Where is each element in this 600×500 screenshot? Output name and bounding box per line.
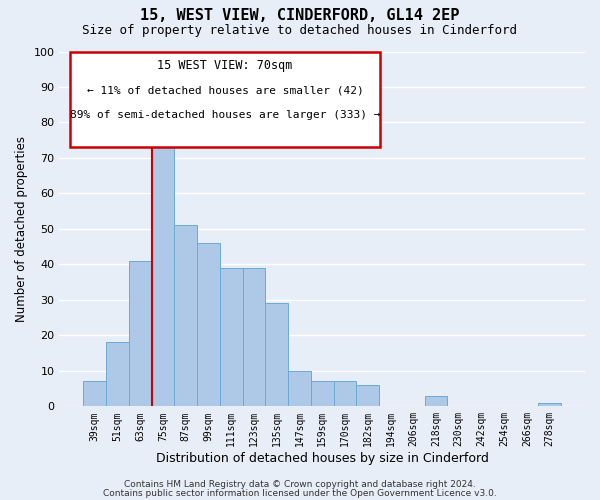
- Text: Contains public sector information licensed under the Open Government Licence v3: Contains public sector information licen…: [103, 488, 497, 498]
- Text: 15, WEST VIEW, CINDERFORD, GL14 2EP: 15, WEST VIEW, CINDERFORD, GL14 2EP: [140, 8, 460, 22]
- Bar: [197, 243, 220, 406]
- Bar: [242, 268, 265, 406]
- Bar: [265, 304, 288, 406]
- Text: ← 11% of detached houses are smaller (42): ← 11% of detached houses are smaller (42…: [86, 85, 364, 95]
- Bar: [538, 403, 561, 406]
- Bar: [220, 268, 242, 406]
- X-axis label: Distribution of detached houses by size in Cinderford: Distribution of detached houses by size …: [156, 452, 488, 465]
- Bar: [83, 382, 106, 406]
- Y-axis label: Number of detached properties: Number of detached properties: [15, 136, 28, 322]
- Text: Size of property relative to detached houses in Cinderford: Size of property relative to detached ho…: [83, 24, 517, 37]
- Bar: [175, 226, 197, 406]
- Bar: [106, 342, 129, 406]
- Bar: [288, 371, 311, 406]
- Text: 15 WEST VIEW: 70sqm: 15 WEST VIEW: 70sqm: [157, 58, 293, 71]
- Bar: [334, 382, 356, 406]
- Bar: [129, 261, 152, 406]
- FancyBboxPatch shape: [70, 52, 380, 148]
- Bar: [311, 382, 334, 406]
- Text: Contains HM Land Registry data © Crown copyright and database right 2024.: Contains HM Land Registry data © Crown c…: [124, 480, 476, 489]
- Bar: [356, 385, 379, 406]
- Bar: [152, 133, 175, 406]
- Bar: [425, 396, 448, 406]
- Text: 89% of semi-detached houses are larger (333) →: 89% of semi-detached houses are larger (…: [70, 110, 380, 120]
